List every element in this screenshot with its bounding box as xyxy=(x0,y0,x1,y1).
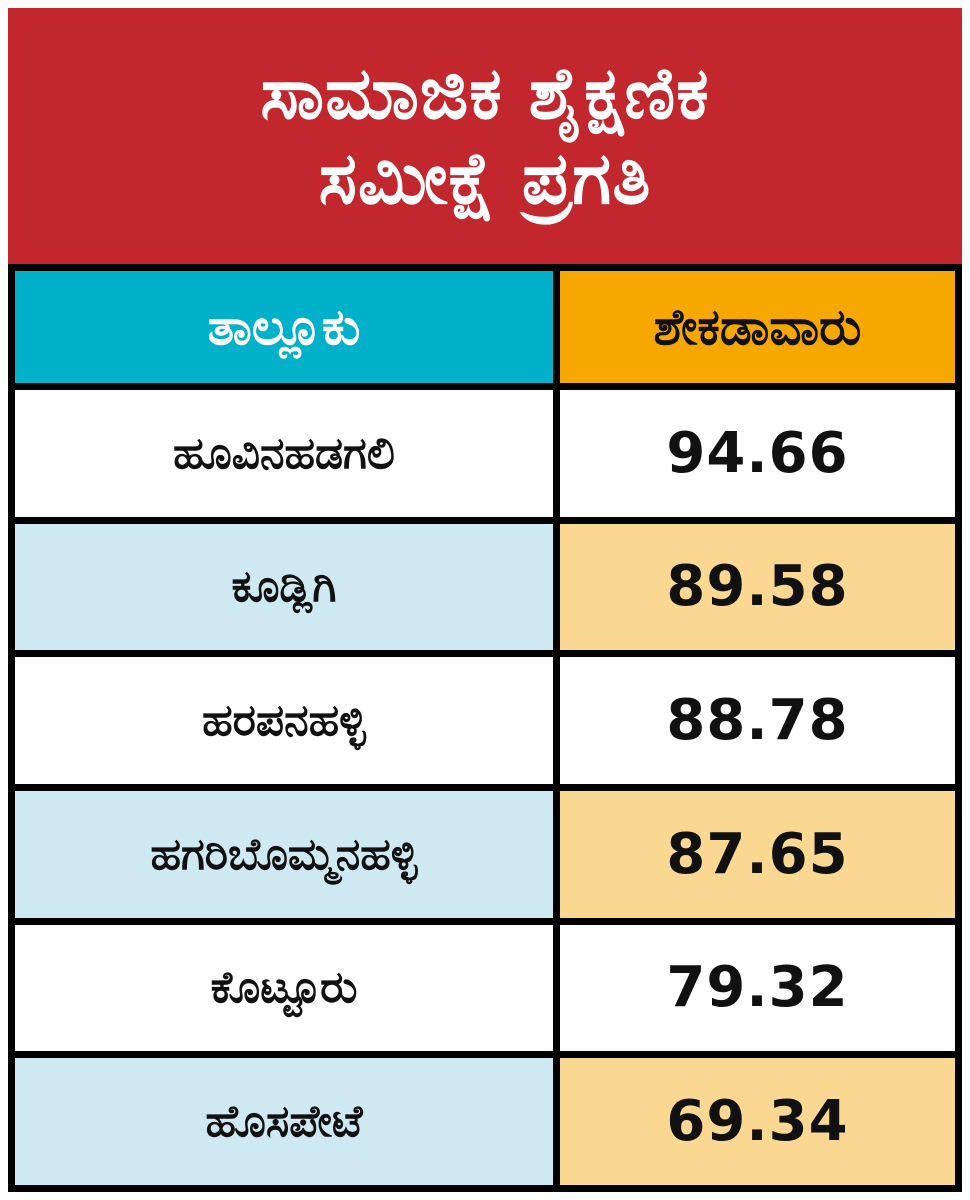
table-row-taluk: ಹಗರಿಬೊಮ್ಮನಹಳ್ಳಿ xyxy=(15,790,553,918)
table-row-taluk: ಹೊಸಪೇಟೆ xyxy=(15,1058,553,1185)
table-row-value: 94.66 xyxy=(560,390,955,517)
data-table: ತಾಲ್ಲೂಕು ಶೇಕಡಾವಾರು ಹೂವಿನಹಡಗಲಿ 94.66 ಕೂಡ್… xyxy=(8,264,962,1192)
table-row-value: 89.58 xyxy=(560,523,955,651)
table-row-value: 88.78 xyxy=(560,657,955,784)
table-row-taluk: ಕೂಡ್ಲಿಗಿ xyxy=(15,523,553,651)
table-row-value: 79.32 xyxy=(560,924,955,1052)
table-row-taluk: ಹರಪನಹಳ್ಳಿ xyxy=(15,657,553,784)
column-header-percentage: ಶೇಕಡಾವಾರು xyxy=(560,271,955,383)
column-header-taluk: ತಾಲ್ಲೂಕು xyxy=(15,271,553,383)
title-banner: ಸಾಮಾಜಿಕ ಶೈಕ್ಷಣಿಕ ಸಮೀಕ್ಷೆ ಪ್ರಗತಿ xyxy=(8,8,962,264)
page-title-line1: ಸಾಮಾಜಿಕ ಶೈಕ್ಷಣಿಕ xyxy=(260,51,710,136)
table-row-taluk: ಹೂವಿನಹಡಗಲಿ xyxy=(15,390,553,517)
table-row-taluk: ಕೊಟ್ಟೂರು xyxy=(15,924,553,1052)
page-title-line2: ಸಮೀಕ್ಷೆ ಪ್ರಗತಿ xyxy=(318,136,652,220)
table-row-value: 69.34 xyxy=(560,1058,955,1185)
table-row-value: 87.65 xyxy=(560,790,955,918)
